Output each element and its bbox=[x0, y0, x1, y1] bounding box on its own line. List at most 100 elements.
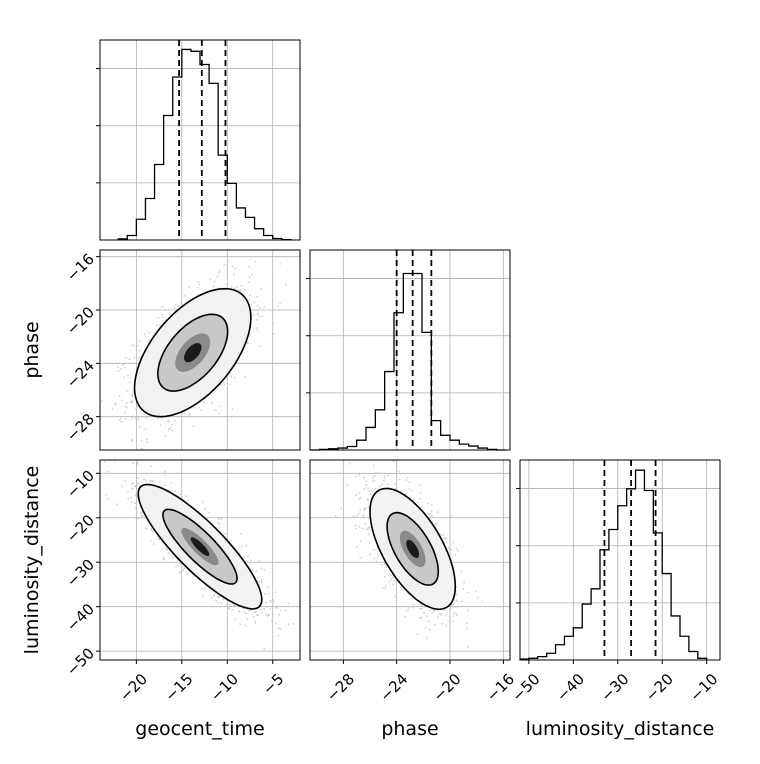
scatter-point bbox=[141, 447, 143, 450]
x-tick-label-geocent_time: −20 bbox=[116, 670, 151, 705]
scatter-point bbox=[146, 438, 148, 441]
scatter-point bbox=[267, 586, 269, 589]
scatter-point bbox=[445, 536, 447, 539]
scatter-point bbox=[131, 440, 133, 442]
scatter-point bbox=[263, 593, 266, 595]
scatter-point bbox=[370, 490, 373, 492]
scatter-point bbox=[389, 579, 392, 582]
scatter-point bbox=[163, 483, 166, 486]
scatter-point bbox=[452, 620, 454, 623]
scatter-point bbox=[359, 509, 362, 512]
scatter-point bbox=[103, 460, 106, 463]
scatter-point bbox=[240, 533, 242, 535]
scatter-point bbox=[252, 615, 255, 618]
scatter-point bbox=[254, 622, 257, 624]
scatter-point bbox=[216, 521, 219, 524]
hist-panel-bg bbox=[100, 40, 300, 240]
y-axis-label-phase: phase bbox=[21, 321, 43, 378]
scatter-point bbox=[223, 384, 226, 386]
scatter-point bbox=[171, 429, 174, 432]
scatter-point bbox=[105, 493, 108, 496]
scatter-panel-phase-luminosity_distance bbox=[309, 459, 511, 661]
scatter-point bbox=[373, 548, 375, 551]
scatter-point bbox=[185, 572, 188, 575]
scatter-point bbox=[146, 441, 149, 444]
scatter-point bbox=[256, 296, 258, 298]
scatter-point bbox=[114, 402, 116, 405]
scatter-point bbox=[241, 545, 243, 548]
scatter-point bbox=[271, 613, 274, 616]
scatter-point bbox=[150, 527, 153, 530]
scatter-point bbox=[118, 395, 121, 397]
scatter-panel-geocent_time-luminosity_distance bbox=[99, 459, 301, 661]
scatter-point bbox=[449, 610, 451, 613]
hist-panel-bg bbox=[520, 460, 720, 660]
y-tick-label-luminosity_distance: −30 bbox=[63, 556, 98, 591]
scatter-point bbox=[125, 406, 128, 409]
scatter-point bbox=[439, 533, 442, 536]
scatter-point bbox=[201, 501, 204, 503]
scatter-point bbox=[419, 484, 422, 487]
scatter-point bbox=[365, 507, 367, 510]
contour-inner bbox=[156, 313, 229, 392]
scatter-point bbox=[265, 613, 267, 616]
scatter-point bbox=[474, 590, 477, 592]
scatter-point bbox=[394, 595, 397, 598]
scatter-point bbox=[247, 342, 249, 344]
hist-step-geocent_time bbox=[117, 48, 292, 241]
scatter-point bbox=[192, 425, 194, 427]
scatter-point bbox=[201, 587, 204, 590]
scatter-point bbox=[247, 555, 249, 557]
scatter-point bbox=[117, 366, 119, 369]
scatter-point bbox=[131, 393, 134, 396]
hist-panel-frame bbox=[99, 39, 301, 241]
scatter-point bbox=[431, 611, 434, 614]
contour-outer bbox=[137, 483, 263, 610]
scatter-point bbox=[465, 622, 468, 625]
scatter-point bbox=[467, 591, 470, 594]
scatter-point bbox=[356, 515, 359, 518]
scatter-point bbox=[137, 418, 140, 421]
scatter-point bbox=[368, 533, 370, 536]
scatter-point bbox=[430, 504, 433, 506]
scatter-point bbox=[454, 553, 457, 556]
scatter-point bbox=[249, 294, 251, 297]
scatter-point bbox=[369, 493, 372, 495]
scatter-point bbox=[158, 324, 161, 327]
scatter-point bbox=[378, 485, 381, 488]
scatter-point bbox=[161, 305, 164, 308]
scatter-point bbox=[171, 423, 173, 426]
scatter-point bbox=[463, 581, 465, 584]
density-core bbox=[190, 537, 210, 556]
scatter-point bbox=[254, 260, 257, 263]
scatter-point bbox=[261, 315, 264, 317]
scatter-point bbox=[117, 370, 120, 373]
contour-inner bbox=[386, 511, 440, 586]
y-tick-label-luminosity_distance: −20 bbox=[63, 511, 98, 546]
scatter-point bbox=[217, 601, 220, 604]
scatter-point bbox=[287, 623, 290, 625]
scatter-point bbox=[269, 607, 272, 610]
scatter-point bbox=[229, 383, 231, 386]
scatter-point bbox=[183, 567, 186, 570]
scatter-point bbox=[412, 603, 415, 606]
scatter-point bbox=[162, 557, 165, 560]
scatter-point bbox=[262, 608, 265, 610]
scatter-point bbox=[449, 607, 452, 610]
scatter-point bbox=[137, 517, 140, 520]
scatter-point bbox=[364, 522, 367, 525]
scatter-point bbox=[179, 562, 182, 565]
scatter-point bbox=[210, 596, 213, 599]
scatter-point bbox=[444, 609, 446, 612]
scatter-point bbox=[135, 408, 137, 410]
scatter-point bbox=[197, 281, 200, 283]
scatter-point bbox=[132, 462, 134, 465]
scatter-point bbox=[174, 307, 176, 309]
scatter-point bbox=[174, 490, 177, 492]
scatter-point bbox=[450, 548, 453, 551]
scatter-point bbox=[260, 288, 263, 290]
scatter-point bbox=[386, 474, 389, 477]
scatter-point bbox=[169, 426, 172, 429]
scatter-point bbox=[198, 406, 201, 409]
